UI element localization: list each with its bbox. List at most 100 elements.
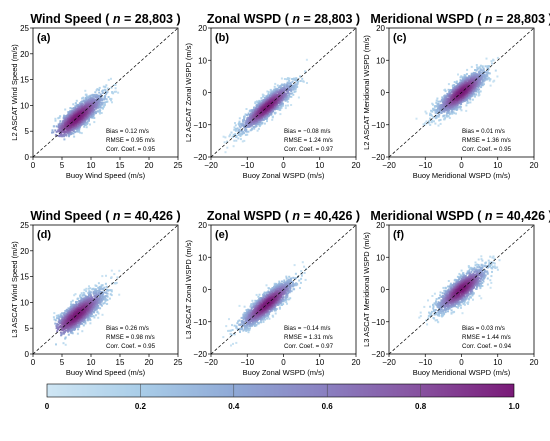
point: [430, 119, 433, 122]
point: [254, 115, 257, 118]
point: [54, 119, 57, 122]
point: [263, 117, 266, 120]
point: [480, 69, 483, 72]
point: [452, 87, 455, 90]
point: [439, 111, 442, 114]
point: [61, 128, 64, 131]
point: [83, 293, 86, 296]
point: [242, 130, 245, 133]
point: [71, 127, 74, 130]
point: [89, 101, 92, 104]
point: [482, 75, 485, 78]
point: [295, 80, 298, 83]
point: [461, 98, 464, 101]
point: [80, 292, 83, 295]
point: [474, 89, 477, 92]
point: [480, 78, 483, 81]
point: [243, 139, 246, 142]
point: [58, 318, 61, 321]
point: [265, 116, 267, 119]
point: [475, 87, 478, 90]
point: [299, 75, 301, 78]
point: [113, 273, 116, 276]
point: [226, 140, 228, 143]
point: [271, 118, 274, 121]
point: [81, 97, 84, 100]
point: [106, 295, 109, 298]
point: [258, 125, 261, 128]
point: [73, 107, 76, 109]
point: [441, 96, 444, 99]
point: [75, 105, 78, 107]
point: [278, 86, 280, 89]
point: [289, 92, 292, 95]
density-points: [222, 58, 308, 154]
point: [436, 105, 439, 108]
point: [238, 120, 241, 123]
y-tick-label: −10: [371, 121, 385, 130]
point: [305, 58, 308, 61]
point: [482, 69, 485, 72]
point: [459, 107, 462, 110]
point: [469, 98, 472, 101]
point: [95, 285, 98, 287]
point: [99, 110, 101, 113]
point: [99, 93, 102, 96]
point: [474, 95, 476, 98]
point: [285, 90, 288, 92]
point: [259, 123, 262, 126]
point: [57, 129, 60, 132]
point: [99, 101, 102, 104]
point: [64, 130, 67, 133]
point: [284, 98, 287, 101]
point: [94, 91, 97, 94]
point: [97, 304, 100, 307]
point: [57, 321, 60, 323]
point: [92, 315, 95, 318]
point: [93, 292, 96, 295]
point: [99, 286, 102, 289]
point: [235, 127, 238, 130]
point: [442, 108, 445, 111]
point: [456, 107, 459, 110]
point: [250, 119, 253, 122]
title-n-value: 28,803: [135, 12, 173, 26]
point: [73, 294, 76, 297]
point: [100, 300, 103, 303]
point: [115, 281, 118, 284]
title-variable: Zonal WSPD: [207, 12, 281, 26]
point: [87, 115, 90, 117]
point: [278, 92, 281, 95]
point: [297, 80, 300, 83]
point: [468, 76, 471, 79]
point: [472, 75, 475, 78]
point: [232, 133, 235, 136]
point: [98, 112, 101, 115]
point: [291, 80, 294, 83]
point: [240, 130, 243, 133]
point: [429, 124, 432, 126]
point: [244, 129, 246, 132]
point: [447, 108, 450, 111]
point: [74, 131, 77, 134]
x-tick-label: 25: [174, 161, 183, 170]
point: [261, 115, 264, 118]
point: [262, 94, 265, 97]
point: [287, 78, 290, 81]
point: [85, 95, 88, 98]
point: [286, 100, 289, 103]
point: [478, 93, 480, 96]
plot-frame: [32, 27, 179, 158]
point: [275, 105, 278, 108]
point: [74, 293, 77, 296]
point: [278, 104, 281, 107]
point: [432, 116, 435, 119]
point: [102, 291, 105, 294]
point: [62, 125, 65, 128]
point: [64, 310, 67, 313]
point: [444, 99, 447, 102]
point: [450, 89, 452, 92]
title-paren-open: (: [102, 12, 113, 26]
point: [96, 289, 99, 292]
